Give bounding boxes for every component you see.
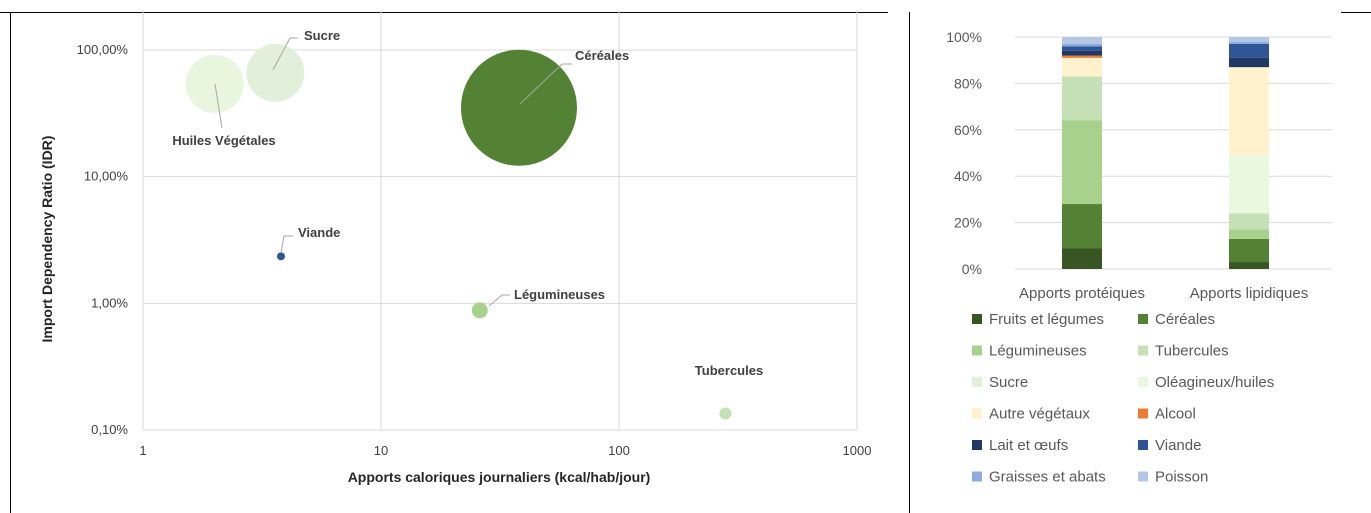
- bar-segment-viande: [1229, 43, 1269, 58]
- x-tick-label: 1000: [843, 443, 872, 458]
- bar-segment-graisses-et-abats: [1062, 43, 1102, 47]
- y-tick-label: 60%: [954, 122, 982, 138]
- bar-segment-poisson: [1062, 37, 1102, 44]
- panel-divider: [909, 12, 910, 513]
- bubble-label-viande: Viande: [298, 225, 340, 240]
- legend-label-alcool: Alcool: [1155, 406, 1196, 423]
- y-tick-label: 80%: [954, 75, 982, 91]
- legend-label-fruits-et-legumes: Fruits et légumes: [989, 311, 1104, 328]
- bubble-label-sucre: Sucre: [304, 28, 340, 43]
- bubble-viande: [276, 252, 285, 261]
- legend-swatch-cereales: [1138, 314, 1148, 324]
- leader-line: [272, 37, 298, 71]
- x-tick-label: 100: [608, 443, 630, 458]
- bar-segment-autre-vegetaux: [1229, 67, 1269, 156]
- x-axis-title: Apports caloriques journaliers (kcal/hab…: [348, 469, 651, 485]
- legend-swatch-lait-et-oeufs: [972, 440, 982, 450]
- bubble-chart: 1 10 100 1000 0,10% 1,00% 10,00% 100,00% Apports…: [39, 10, 872, 485]
- bar-segment-lait-et-oeufs: [1062, 50, 1102, 56]
- y-tick-label: 0%: [962, 261, 982, 277]
- bubble-label-huiles-vegetales: Huiles Végétales: [172, 133, 275, 148]
- legend-swatch-graisses-et-abats: [972, 471, 982, 482]
- bar-segment-lait-et-oeufs: [1229, 57, 1269, 68]
- y-tick-label: 0,10%: [91, 422, 128, 437]
- bubble-legumineuses: [471, 302, 488, 319]
- y-tick-label: 100%: [946, 29, 982, 45]
- top-border-left: [0, 12, 888, 13]
- legend-swatch-viande: [1138, 440, 1148, 450]
- leader-line: [280, 235, 293, 254]
- bar-segment-oleagineux-huiles: [1229, 155, 1269, 214]
- legend-swatch-sucre: [972, 377, 982, 387]
- x-tick-label: 10: [374, 443, 388, 458]
- legend-swatch-legumineuses: [972, 345, 982, 356]
- y-tick-label: 20%: [954, 215, 982, 231]
- y-tick-label: 1,00%: [91, 295, 128, 310]
- legend-swatch-alcool: [1138, 408, 1148, 419]
- legend-label-tubercules: Tubercules: [1155, 343, 1229, 360]
- legend-label-graisses-et-abats: Graisses et abats: [989, 469, 1106, 486]
- bar-segment-tubercules: [1062, 76, 1102, 121]
- legend-swatch-tubercules: [1138, 345, 1148, 356]
- legend-label-oleagineux-huiles: Oléagineux/huiles: [1155, 374, 1274, 391]
- bubble-tubercules: [719, 407, 732, 420]
- bar-segment-autre-vegetaux: [1062, 57, 1102, 77]
- bubble-cereales: [460, 49, 577, 166]
- bar-segment-legumineuses: [1229, 229, 1269, 239]
- legend-label-lait-et-oeufs: Lait et œufs: [989, 437, 1068, 454]
- bar-segment-alcool: [1062, 55, 1102, 58]
- legend-label-legumineuses: Légumineuses: [989, 343, 1087, 360]
- leader-line: [214, 83, 223, 129]
- bar-segment-tubercules: [1229, 213, 1269, 230]
- bar-segment-fruits-et-legumes: [1062, 248, 1102, 269]
- bubble-huiles-vegetales: [185, 54, 244, 113]
- legend-label-autre-vegetaux: Autre végétaux: [989, 406, 1090, 423]
- y-tick-label: 100,00%: [77, 42, 129, 57]
- bar-segment-cereales: [1062, 204, 1102, 249]
- legend-label-viande: Viande: [1155, 437, 1201, 454]
- x-tick-label: 1: [139, 443, 146, 458]
- legend-label-cereales: Céréales: [1155, 311, 1215, 328]
- bubble-label-cereales: Céréales: [575, 48, 629, 63]
- category-label: Apports lipidiques: [1190, 285, 1308, 302]
- legend-label-sucre: Sucre: [989, 374, 1028, 391]
- legend-swatch-oleagineux-huiles: [1138, 377, 1148, 387]
- bar-segment-poisson: [1229, 37, 1269, 42]
- bubble-label-tubercules: Tubercules: [695, 363, 763, 378]
- top-border-right: [1341, 12, 1371, 13]
- legend-label-poisson: Poisson: [1155, 469, 1208, 486]
- bubble-label-legumineuses: Légumineuses: [514, 287, 605, 302]
- category-label: Apports protéiques: [1019, 285, 1145, 302]
- bar-segment-cereales: [1229, 238, 1269, 263]
- bar-segment-legumineuses: [1062, 120, 1102, 205]
- stacked-bar-chart: 0% 20% 40% 60% 80% 100% Apports protéiques Appo…: [946, 29, 1332, 486]
- y-tick-label: 40%: [954, 168, 982, 184]
- legend-swatch-fruits-et-legumes: [972, 314, 982, 324]
- y-axis-title: Import Dependency Ratio (IDR): [39, 136, 55, 343]
- y-tick-label: 10,00%: [84, 169, 129, 184]
- legend-swatch-poisson: [1138, 471, 1148, 482]
- leader-line: [488, 294, 510, 307]
- bar-segment-graisses-et-abats: [1229, 41, 1269, 44]
- legend-swatch-autre-vegetaux: [972, 408, 982, 419]
- bubble-sucre: [246, 43, 305, 102]
- left-border: [10, 12, 11, 513]
- bar-segment-viande: [1062, 46, 1102, 51]
- leader-line: [519, 63, 572, 105]
- bar-segment-fruits-et-legumes: [1229, 262, 1269, 269]
